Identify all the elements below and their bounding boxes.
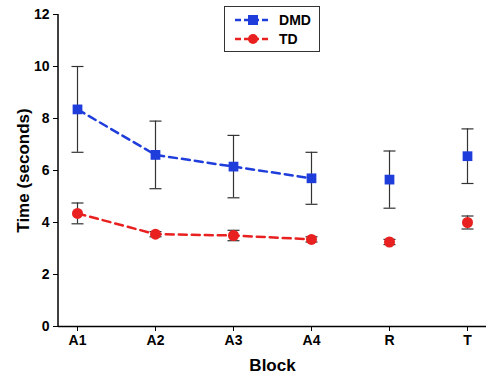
svg-text:8: 8 xyxy=(42,110,50,126)
svg-text:Time (seconds): Time (seconds) xyxy=(14,108,33,232)
svg-text:4: 4 xyxy=(42,214,50,230)
html-text:TD: TD xyxy=(279,30,298,47)
svg-text:2: 2 xyxy=(42,266,50,282)
svg-text:A2: A2 xyxy=(147,332,165,348)
svg-text:12: 12 xyxy=(34,6,50,22)
svg-text:10: 10 xyxy=(34,58,50,74)
svg-text:Block: Block xyxy=(249,356,296,375)
svg-text:R: R xyxy=(384,332,394,348)
svg-text:6: 6 xyxy=(42,162,50,178)
svg-text:T: T xyxy=(463,332,472,348)
svg-text:A3: A3 xyxy=(225,332,243,348)
svg-text:A4: A4 xyxy=(303,332,321,348)
svg-text:0: 0 xyxy=(42,318,50,334)
html-text:DMD: DMD xyxy=(279,11,311,28)
svg-text:A1: A1 xyxy=(69,332,87,348)
